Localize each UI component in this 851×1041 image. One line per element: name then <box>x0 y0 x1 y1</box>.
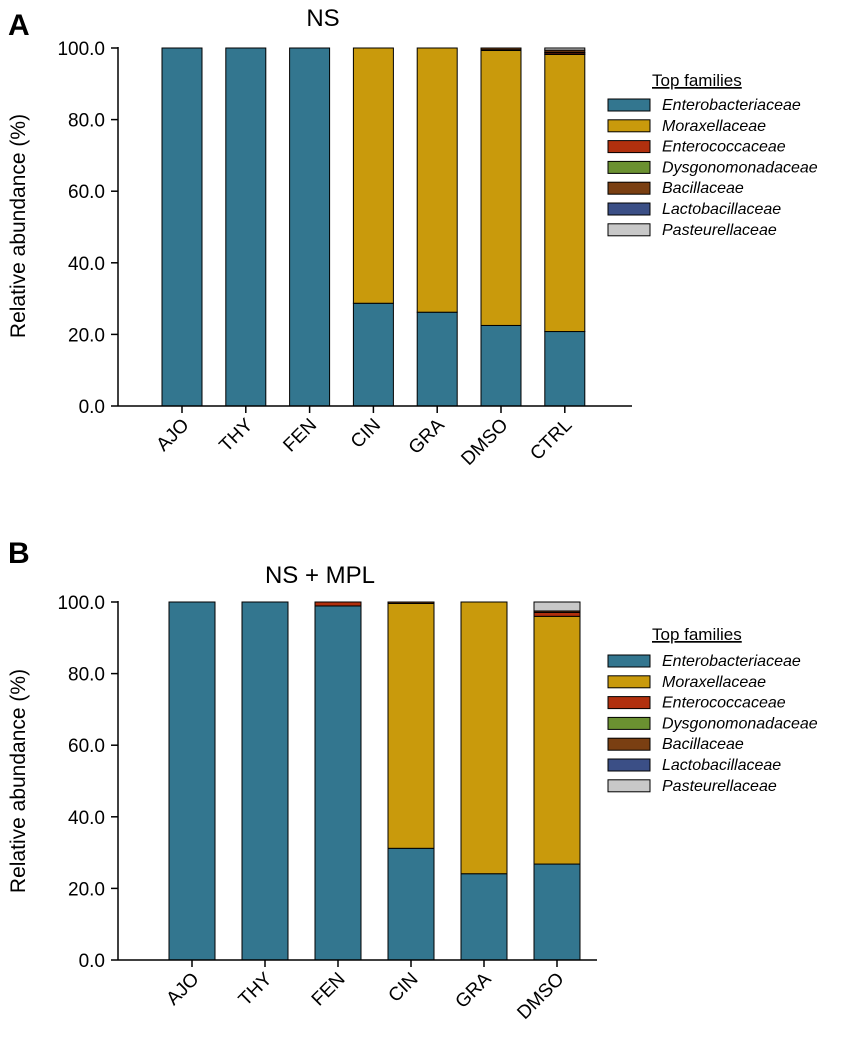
panel-b-legend-label-lactobacillaceae: Lactobacillaceae <box>662 757 781 774</box>
panel-a-x-tick-label: CIN <box>347 415 385 453</box>
panel-a-bar-ctrl-moraxellaceae <box>544 53 586 333</box>
panel-b-bar-dmso-pasteurellaceae <box>533 601 581 612</box>
panel-b-legend-label-enterococcaceae: Enterococcaceae <box>662 695 786 712</box>
panel-b-y-tick-label: 20.0 <box>68 879 105 900</box>
panel-b-bar-fen-enterococcaceae <box>314 601 362 607</box>
panel-a-legend-swatch-pasteurellaceae <box>607 223 651 237</box>
panel-b-legend-label-moraxellaceae: Moraxellaceae <box>662 674 766 691</box>
panel-a-legend-label-bacillaceae: Bacillaceae <box>662 180 744 197</box>
panel-b-y-tick-label: 0.0 <box>79 951 105 972</box>
panel-b-legend-label-enterobacteriaceae: Enterobacteriaceae <box>662 653 801 670</box>
panel-a-bar-dmso-enterobacteriaceae <box>480 324 522 407</box>
panel-a-x-tick-label: AJO <box>153 415 194 456</box>
panel-a-legend-swatch-moraxellaceae <box>607 119 651 133</box>
panel-b-x-tick-label: AJO <box>163 969 204 1010</box>
panel-a-bar-ctrl-enterobacteriaceae <box>544 331 586 407</box>
panel-b-plot: AJO THY FEN CIN GRA DMSO 0.0 20.0 40.0 60.0 80.0 10… <box>57 593 597 1024</box>
panel-a-legend-label-lactobacillaceae: Lactobacillaceae <box>662 201 781 218</box>
panel-b-bar-cin-moraxellaceae <box>387 602 435 849</box>
panel-a-legend: Top families Enterobacteriaceae Moraxellac… <box>607 71 818 239</box>
panel-a-bar-gra-moraxellaceae <box>416 47 458 313</box>
panel-a-x-tick-label: THY <box>216 414 258 456</box>
panel-b-y-tick-label: 40.0 <box>68 808 105 829</box>
panel-a-legend-label-enterococcaceae: Enterococcaceae <box>662 139 786 156</box>
panel-a-x-tick-label: GRA <box>405 414 449 458</box>
panel-b-x-tick-label: DMSO <box>513 969 568 1024</box>
panel-b-bar-dmso-enterococcaceae <box>533 611 581 617</box>
panel-a-legend-label-dysgonomonadaceae: Dysgonomonadaceae <box>662 159 818 176</box>
panel-b-title: NS + MPL <box>265 562 375 589</box>
panel-b-bar-gra-enterobacteriaceae <box>460 873 508 961</box>
panel-b-bar-ajo-enterobacteriaceae <box>168 601 216 961</box>
panel-a-legend-swatch-enterococcaceae <box>607 140 651 154</box>
panel-b-legend-label-bacillaceae: Bacillaceae <box>662 736 744 753</box>
panel-b-bar-dmso-enterobacteriaceae <box>533 863 581 961</box>
panel-b-bar-thy-enterobacteriaceae <box>241 601 289 961</box>
panel-b-y-tick-label: 100.0 <box>57 593 105 614</box>
panel-a-y-tick-label: 20.0 <box>68 325 105 346</box>
panel-a-y-tick-label: 60.0 <box>68 182 105 203</box>
panel-a-x-tick-label: FEN <box>279 415 321 457</box>
panel-a-bar-dmso-bacillaceae <box>480 47 522 51</box>
panel-b-legend-swatch-bacillaceae <box>607 737 651 751</box>
panel-b-legend-title: Top families <box>652 625 742 644</box>
panel-b-legend-swatch-dysgonomonadaceae <box>607 716 651 730</box>
panel-a-legend-swatch-lactobacillaceae <box>607 202 651 216</box>
panel-b-legend-swatch-enterococcaceae <box>607 696 651 710</box>
panel-a-y-axis-label: Relative abundance (%) <box>7 114 30 338</box>
panel-a-legend-label-enterobacteriaceae: Enterobacteriaceae <box>662 97 801 114</box>
panel-b-legend: Top families Enterobacteriaceae Moraxellac… <box>607 625 818 795</box>
panel-a-bar-fen-enterobacteriaceae <box>289 47 331 407</box>
panel-b-letter: B <box>8 537 30 570</box>
panel-b-x-tick-label: THY <box>235 968 277 1010</box>
panel-a-legend-label-moraxellaceae: Moraxellaceae <box>662 118 766 135</box>
panel-a-legend-label-pasteurellaceae: Pasteurellaceae <box>662 222 777 239</box>
panel-a-legend-title: Top families <box>652 71 742 90</box>
panel-a-bar-ctrl-pasteurellaceae <box>544 47 586 51</box>
panel-b-bar-dmso-moraxellaceae <box>533 615 581 865</box>
panel-b-legend-swatch-moraxellaceae <box>607 675 651 689</box>
panel-a-y-tick-label: 100.0 <box>57 39 105 60</box>
panel-a-x-tick-label: DMSO <box>457 415 512 470</box>
panel-a-bar-gra-enterobacteriaceae <box>416 311 458 407</box>
panel-a-legend-swatch-dysgonomonadaceae <box>607 160 651 174</box>
panel-a-letter: A <box>8 9 30 42</box>
panel-b-x-tick-label: CIN <box>385 969 423 1007</box>
panel-b-y-tick-label: 80.0 <box>68 665 105 686</box>
panel-b-bar-cin-enterobacteriaceae <box>387 847 435 961</box>
panel-a-plot: AJO THY FEN CIN GRA DMSO CTRL 0.0 20.0 40.0 60.0 80… <box>57 39 632 470</box>
panel-a-y-tick-label: 0.0 <box>79 397 105 418</box>
panel-a-x-tick-label: CTRL <box>526 415 576 465</box>
panel-b-y-tick-label: 60.0 <box>68 736 105 757</box>
panel-b-y-axis-label: Relative abundance (%) <box>7 669 30 893</box>
panel-a-title: NS <box>306 5 339 32</box>
panel-b-bar-cin-bacillaceae <box>387 601 435 604</box>
panel-a-bar-cin-moraxellaceae <box>352 47 394 304</box>
panel-b-legend-label-pasteurellaceae: Pasteurellaceae <box>662 778 777 795</box>
panel-a-bar-cin-enterobacteriaceae <box>352 302 394 407</box>
panel-b-x-tick-label: FEN <box>308 969 350 1011</box>
panel-a-bar-ajo-enterobacteriaceae <box>161 47 203 407</box>
panel-b-bar-gra-moraxellaceae <box>460 601 508 875</box>
panel-b: B NS + MPL Relative abundance (%) AJO THY… <box>7 537 818 1024</box>
panel-b-x-tick-label: GRA <box>452 968 496 1012</box>
panel-a: A NS Relative abundance (%) AJO THY FEN CIN… <box>7 5 818 470</box>
panel-b-legend-swatch-enterobacteriaceae <box>607 654 651 668</box>
panel-a-y-tick-label: 80.0 <box>68 111 105 132</box>
panel-b-legend-swatch-pasteurellaceae <box>607 779 651 793</box>
panel-a-bar-thy-enterobacteriaceae <box>225 47 267 407</box>
panel-a-y-tick-label: 40.0 <box>68 254 105 275</box>
panel-b-bar-fen-enterobacteriaceae <box>314 605 362 961</box>
panel-b-legend-label-dysgonomonadaceae: Dysgonomonadaceae <box>662 715 818 732</box>
panel-a-legend-swatch-enterobacteriaceae <box>607 98 651 112</box>
panel-b-legend-swatch-lactobacillaceae <box>607 758 651 772</box>
panel-a-legend-swatch-bacillaceae <box>607 181 651 195</box>
panel-a-bar-dmso-moraxellaceae <box>480 50 522 326</box>
